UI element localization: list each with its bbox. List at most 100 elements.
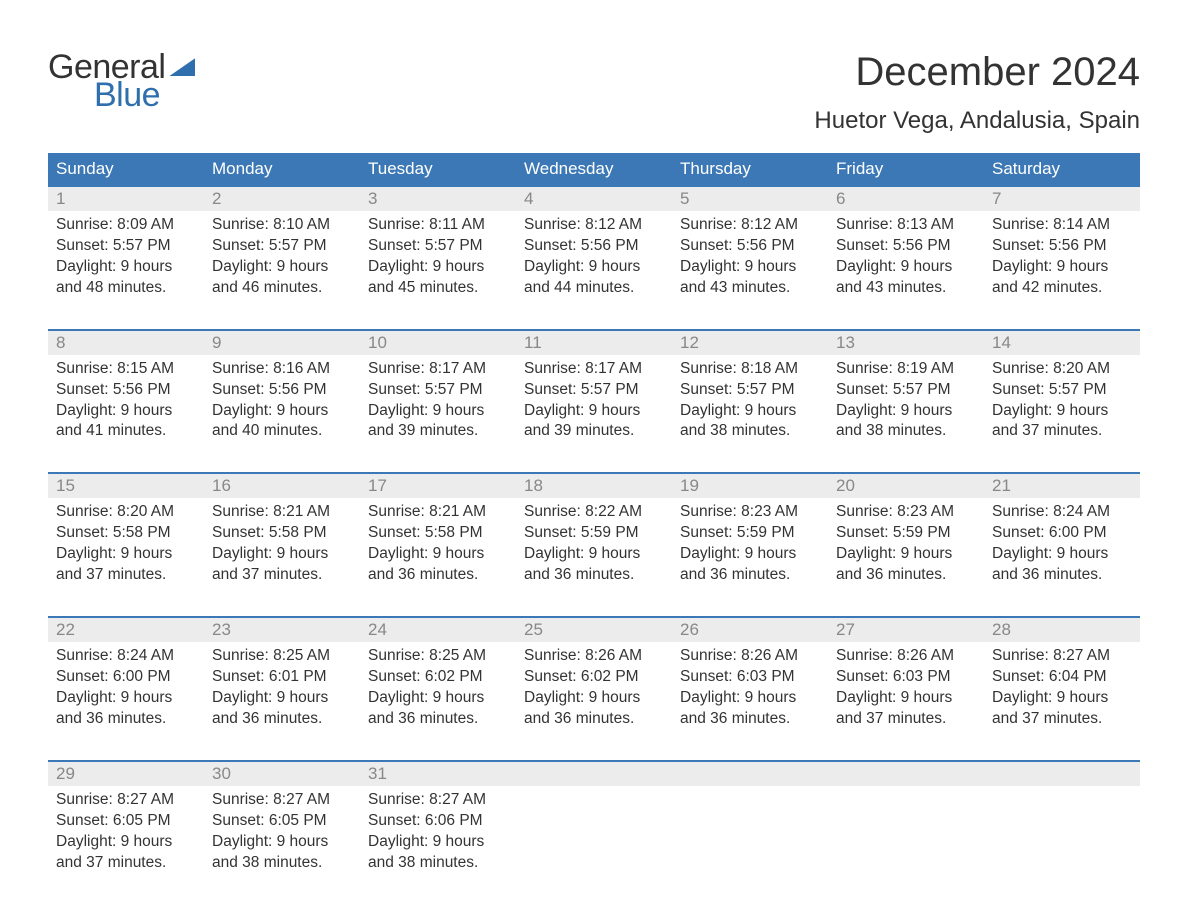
weekday-monday: Monday (204, 153, 360, 185)
daylight-line2: and 36 minutes. (680, 565, 820, 586)
day-number: 30 (204, 762, 360, 786)
sunset-line: Sunset: 5:57 PM (524, 380, 664, 401)
sunrise-line: Sunrise: 8:17 AM (524, 359, 664, 380)
daylight-line1: Daylight: 9 hours (56, 401, 196, 422)
day-cell (672, 786, 828, 880)
daylight-line1: Daylight: 9 hours (680, 401, 820, 422)
day-cell (828, 786, 984, 880)
sunset-line: Sunset: 6:05 PM (56, 811, 196, 832)
sunset-line: Sunset: 5:56 PM (212, 380, 352, 401)
header: General Blue December 2024 Huetor Vega, … (48, 50, 1140, 135)
daylight-line1: Daylight: 9 hours (212, 257, 352, 278)
sunrise-line: Sunrise: 8:12 AM (524, 215, 664, 236)
daylight-line2: and 37 minutes. (836, 709, 976, 730)
day-number: 6 (828, 187, 984, 211)
sunrise-line: Sunrise: 8:11 AM (368, 215, 508, 236)
sunrise-line: Sunrise: 8:14 AM (992, 215, 1132, 236)
day-number: 15 (48, 474, 204, 498)
day-cell: Sunrise: 8:23 AMSunset: 5:59 PMDaylight:… (672, 498, 828, 592)
day-cell: Sunrise: 8:25 AMSunset: 6:02 PMDaylight:… (360, 642, 516, 736)
daynum-row: 1234567 (48, 187, 1140, 211)
weekday-thursday: Thursday (672, 153, 828, 185)
flag-icon (169, 58, 195, 76)
sunrise-line: Sunrise: 8:20 AM (56, 502, 196, 523)
week-5: 293031Sunrise: 8:27 AMSunset: 6:05 PMDay… (48, 736, 1140, 880)
day-cell: Sunrise: 8:21 AMSunset: 5:58 PMDaylight:… (360, 498, 516, 592)
sunset-line: Sunset: 5:58 PM (56, 523, 196, 544)
day-number: 27 (828, 618, 984, 642)
sunset-line: Sunset: 5:56 PM (680, 236, 820, 257)
day-cell: Sunrise: 8:17 AMSunset: 5:57 PMDaylight:… (516, 355, 672, 449)
day-number: 24 (360, 618, 516, 642)
sunset-line: Sunset: 6:02 PM (368, 667, 508, 688)
daynum-row: 891011121314 (48, 331, 1140, 355)
sunrise-line: Sunrise: 8:17 AM (368, 359, 508, 380)
day-number: 5 (672, 187, 828, 211)
sunrise-line: Sunrise: 8:13 AM (836, 215, 976, 236)
daylight-line2: and 37 minutes. (992, 421, 1132, 442)
day-cell: Sunrise: 8:21 AMSunset: 5:58 PMDaylight:… (204, 498, 360, 592)
day-number: 25 (516, 618, 672, 642)
sunset-line: Sunset: 5:57 PM (368, 236, 508, 257)
day-number: 8 (48, 331, 204, 355)
daylight-line1: Daylight: 9 hours (992, 544, 1132, 565)
daylight-line2: and 46 minutes. (212, 278, 352, 299)
daylight-line1: Daylight: 9 hours (836, 688, 976, 709)
sunrise-line: Sunrise: 8:23 AM (836, 502, 976, 523)
day-number (984, 762, 1140, 786)
day-cell: Sunrise: 8:14 AMSunset: 5:56 PMDaylight:… (984, 211, 1140, 305)
sunrise-line: Sunrise: 8:20 AM (992, 359, 1132, 380)
sunrise-line: Sunrise: 8:16 AM (212, 359, 352, 380)
sunrise-line: Sunrise: 8:18 AM (680, 359, 820, 380)
daylight-line1: Daylight: 9 hours (56, 832, 196, 853)
daylight-line2: and 37 minutes. (212, 565, 352, 586)
sunset-line: Sunset: 5:59 PM (836, 523, 976, 544)
day-cell: Sunrise: 8:26 AMSunset: 6:02 PMDaylight:… (516, 642, 672, 736)
daylight-line1: Daylight: 9 hours (56, 688, 196, 709)
day-cell: Sunrise: 8:16 AMSunset: 5:56 PMDaylight:… (204, 355, 360, 449)
day-number: 1 (48, 187, 204, 211)
day-cell: Sunrise: 8:22 AMSunset: 5:59 PMDaylight:… (516, 498, 672, 592)
sunset-line: Sunset: 5:56 PM (524, 236, 664, 257)
weekday-saturday: Saturday (984, 153, 1140, 185)
day-number: 21 (984, 474, 1140, 498)
sunset-line: Sunset: 5:57 PM (680, 380, 820, 401)
sunset-line: Sunset: 5:58 PM (368, 523, 508, 544)
location: Huetor Vega, Andalusia, Spain (814, 107, 1140, 135)
weekday-sunday: Sunday (48, 153, 204, 185)
daylight-line2: and 48 minutes. (56, 278, 196, 299)
day-number: 31 (360, 762, 516, 786)
daylight-line2: and 36 minutes. (524, 709, 664, 730)
daynum-row: 15161718192021 (48, 474, 1140, 498)
day-cell: Sunrise: 8:12 AMSunset: 5:56 PMDaylight:… (672, 211, 828, 305)
day-number: 14 (984, 331, 1140, 355)
weekday-header: SundayMondayTuesdayWednesdayThursdayFrid… (48, 153, 1140, 185)
daylight-line2: and 43 minutes. (836, 278, 976, 299)
sunset-line: Sunset: 5:57 PM (212, 236, 352, 257)
day-number: 20 (828, 474, 984, 498)
day-number: 26 (672, 618, 828, 642)
brand-blue: Blue (48, 78, 195, 112)
sunset-line: Sunset: 5:59 PM (524, 523, 664, 544)
day-cell: Sunrise: 8:10 AMSunset: 5:57 PMDaylight:… (204, 211, 360, 305)
daylight-line2: and 36 minutes. (836, 565, 976, 586)
sunrise-line: Sunrise: 8:25 AM (212, 646, 352, 667)
day-cell: Sunrise: 8:25 AMSunset: 6:01 PMDaylight:… (204, 642, 360, 736)
daylight-line1: Daylight: 9 hours (56, 544, 196, 565)
day-number: 7 (984, 187, 1140, 211)
daylight-line1: Daylight: 9 hours (992, 401, 1132, 422)
daylight-line2: and 36 minutes. (368, 709, 508, 730)
sunset-line: Sunset: 5:58 PM (212, 523, 352, 544)
day-cell: Sunrise: 8:27 AMSunset: 6:05 PMDaylight:… (204, 786, 360, 880)
day-number: 16 (204, 474, 360, 498)
daylight-line2: and 36 minutes. (56, 709, 196, 730)
daylight-line1: Daylight: 9 hours (212, 544, 352, 565)
daylight-line2: and 44 minutes. (524, 278, 664, 299)
daylight-line1: Daylight: 9 hours (680, 688, 820, 709)
day-number: 3 (360, 187, 516, 211)
day-number: 4 (516, 187, 672, 211)
day-content-row: Sunrise: 8:24 AMSunset: 6:00 PMDaylight:… (48, 642, 1140, 736)
sunset-line: Sunset: 5:56 PM (992, 236, 1132, 257)
sunset-line: Sunset: 5:57 PM (368, 380, 508, 401)
sunrise-line: Sunrise: 8:27 AM (992, 646, 1132, 667)
